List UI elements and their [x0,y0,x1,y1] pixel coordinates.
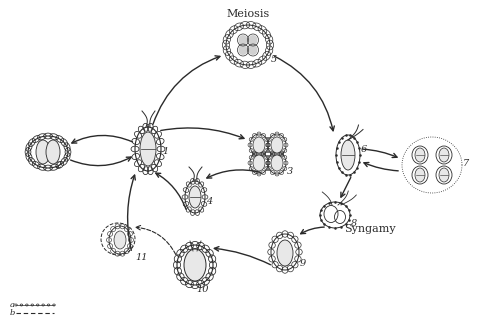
Text: 4: 4 [206,197,212,205]
Ellipse shape [271,137,283,153]
Text: b: b [10,309,16,317]
Ellipse shape [271,155,283,171]
Ellipse shape [439,168,449,182]
Ellipse shape [341,140,355,170]
Text: Meiosis: Meiosis [226,9,270,19]
Ellipse shape [184,249,206,281]
Ellipse shape [140,132,156,166]
Ellipse shape [253,137,265,153]
Ellipse shape [248,35,258,45]
Text: 10: 10 [196,284,208,294]
Ellipse shape [36,140,50,164]
Text: 3: 3 [287,166,293,176]
Text: 2: 2 [55,162,61,170]
Text: 9: 9 [300,260,306,268]
Ellipse shape [253,155,265,171]
Text: a: a [10,301,15,309]
Text: 5: 5 [271,55,277,63]
Text: 6: 6 [361,146,367,154]
Ellipse shape [415,148,425,162]
Ellipse shape [46,140,60,164]
Ellipse shape [114,231,126,249]
Text: Syngamy: Syngamy [344,224,396,234]
Ellipse shape [439,148,449,162]
Text: 11: 11 [135,252,147,262]
Text: 8: 8 [351,218,357,228]
Ellipse shape [238,35,248,45]
Ellipse shape [277,240,293,266]
Text: 1: 1 [162,146,168,156]
Text: 7: 7 [463,159,469,167]
Ellipse shape [189,186,201,208]
Ellipse shape [248,45,258,55]
Ellipse shape [415,168,425,182]
Ellipse shape [238,45,248,55]
